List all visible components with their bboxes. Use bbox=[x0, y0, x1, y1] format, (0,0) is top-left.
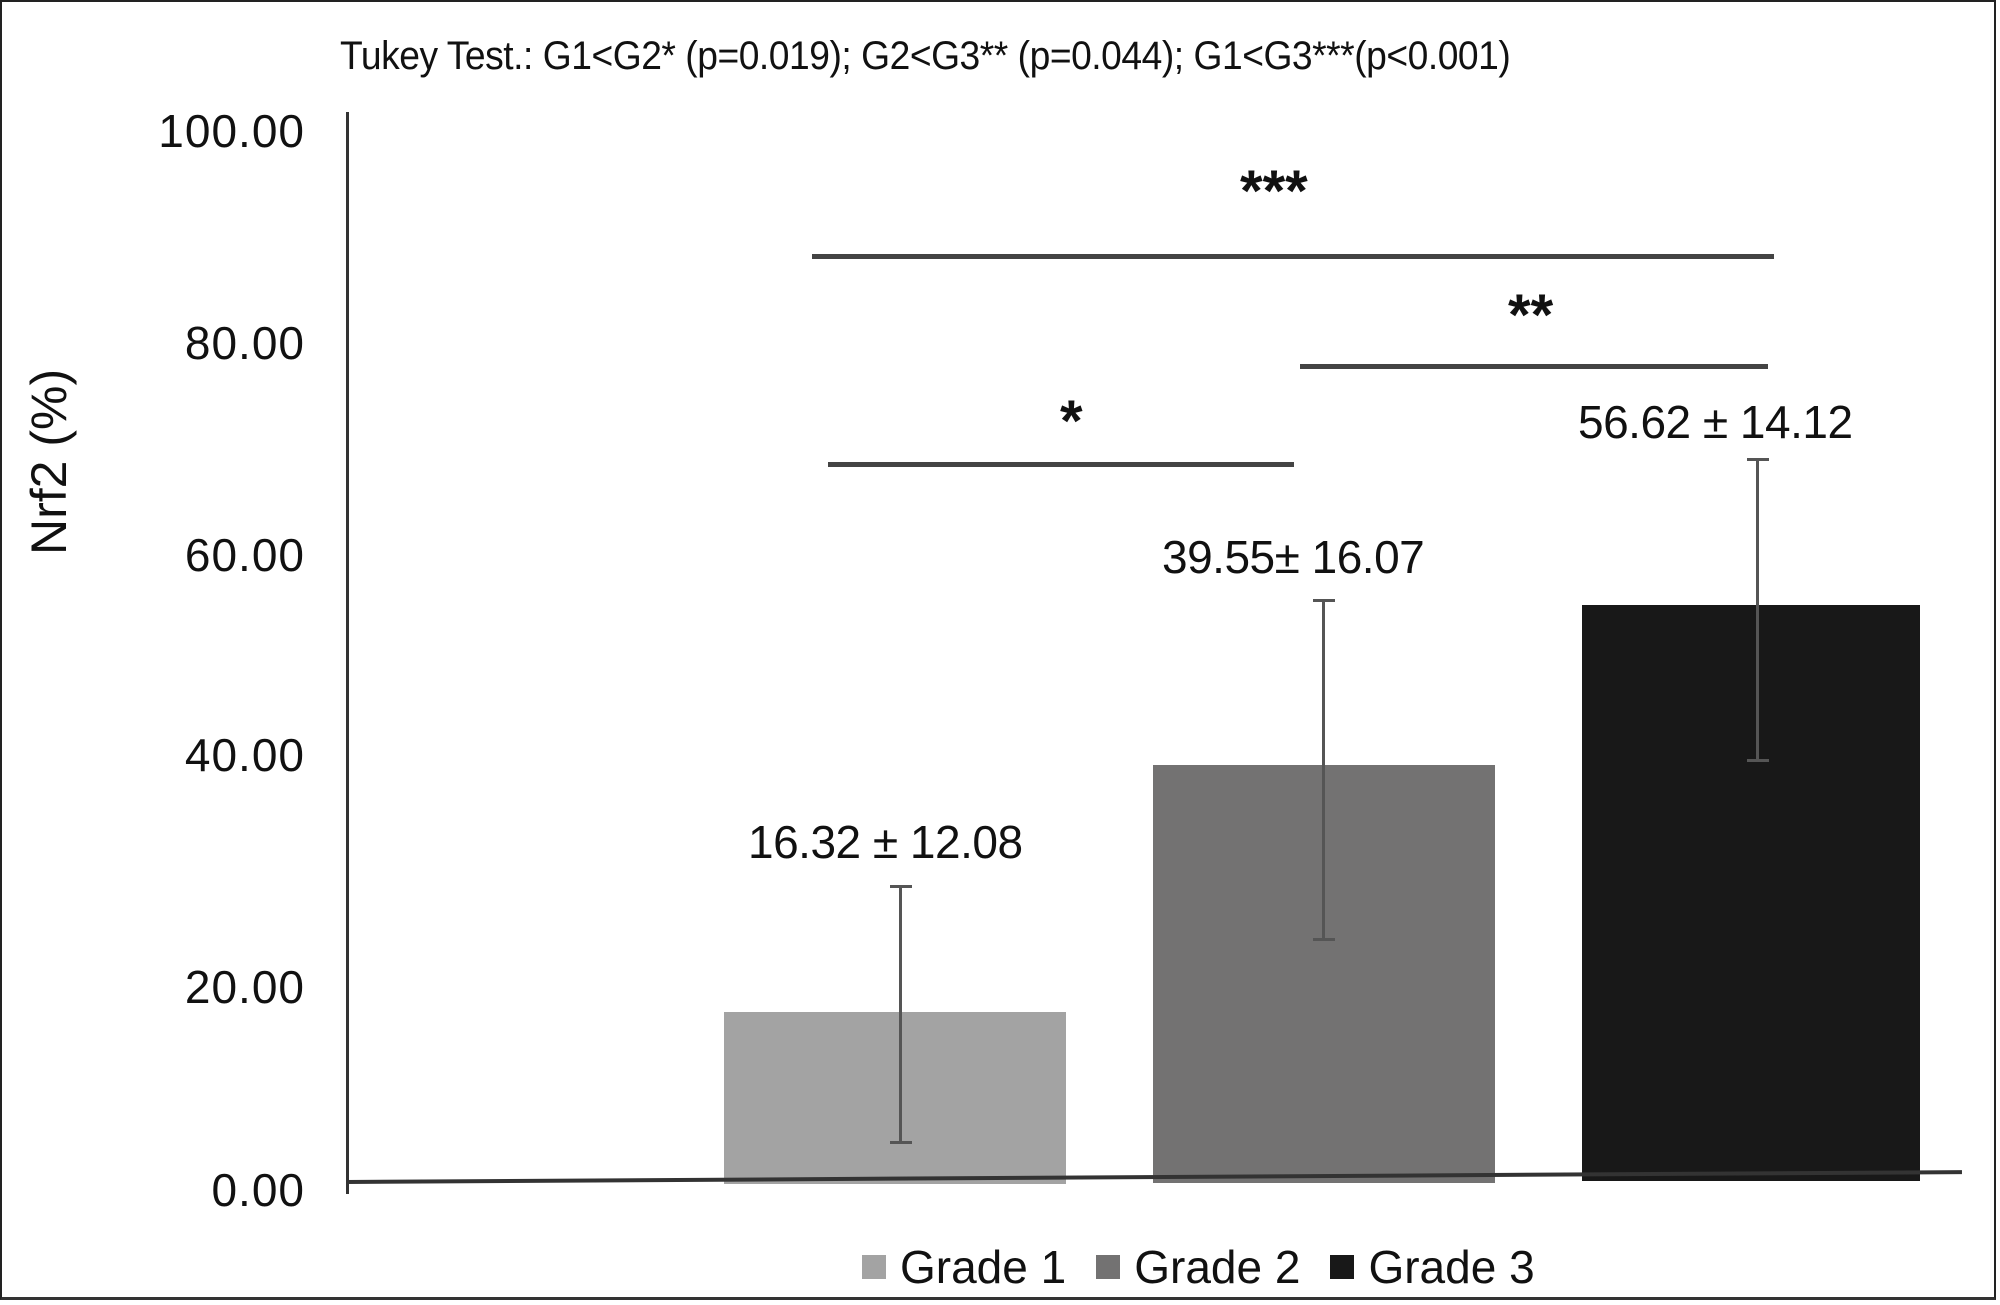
significance-marker-g1-g2: * bbox=[1060, 389, 1083, 454]
y-tick: 20.00 bbox=[184, 961, 305, 1013]
error-cap bbox=[1313, 938, 1335, 941]
value-label-grade-2: 39.55± 16.07 bbox=[1162, 531, 1425, 583]
y-tick: 0.00 bbox=[211, 1164, 305, 1216]
significance-line-g1-g3 bbox=[812, 254, 1774, 259]
significance-marker-g1-g3: *** bbox=[1240, 159, 1308, 224]
error-cap bbox=[890, 885, 912, 888]
bar-grade-3 bbox=[1582, 605, 1920, 1181]
legend-label: Grade 2 bbox=[1134, 1241, 1301, 1293]
significance-line-g2-g3 bbox=[1300, 364, 1768, 369]
y-tick: 100.00 bbox=[158, 105, 305, 157]
y-tick: 80.00 bbox=[184, 317, 305, 369]
legend-item-grade-2: Grade 2 bbox=[1096, 1240, 1300, 1294]
legend-label: Grade 3 bbox=[1368, 1241, 1535, 1293]
error-bar-grade-1 bbox=[899, 885, 902, 1142]
y-axis-label: Nrf2 (%) bbox=[21, 368, 77, 555]
error-bar-grade-2 bbox=[1322, 599, 1325, 939]
legend-swatch bbox=[1096, 1255, 1121, 1279]
significance-line-g1-g2 bbox=[828, 462, 1294, 467]
legend: Grade 1 Grade 2 Grade 3 bbox=[862, 1240, 1565, 1294]
value-label-grade-1: 16.32 ± 12.08 bbox=[748, 816, 1023, 868]
legend-swatch bbox=[1330, 1255, 1355, 1279]
error-cap bbox=[1747, 759, 1769, 762]
legend-item-grade-3: Grade 3 bbox=[1330, 1240, 1535, 1294]
error-bar-grade-3 bbox=[1756, 458, 1759, 760]
value-label-grade-3: 56.62 ± 14.12 bbox=[1578, 396, 1853, 448]
legend-swatch bbox=[862, 1255, 886, 1279]
legend-label: Grade 1 bbox=[900, 1241, 1067, 1293]
y-tick: 60.00 bbox=[184, 529, 305, 581]
legend-item-grade-1: Grade 1 bbox=[862, 1240, 1066, 1294]
error-cap bbox=[1747, 458, 1769, 461]
error-cap bbox=[1313, 599, 1335, 602]
y-axis bbox=[346, 112, 349, 1194]
chart-title: Tukey Test.: G1<G2* (p=0.019); G2<G3** (… bbox=[340, 34, 1511, 78]
error-cap bbox=[890, 1141, 912, 1144]
significance-marker-g2-g3: ** bbox=[1508, 283, 1554, 348]
y-tick: 40.00 bbox=[184, 729, 305, 781]
bar-grade-1 bbox=[724, 1012, 1066, 1184]
